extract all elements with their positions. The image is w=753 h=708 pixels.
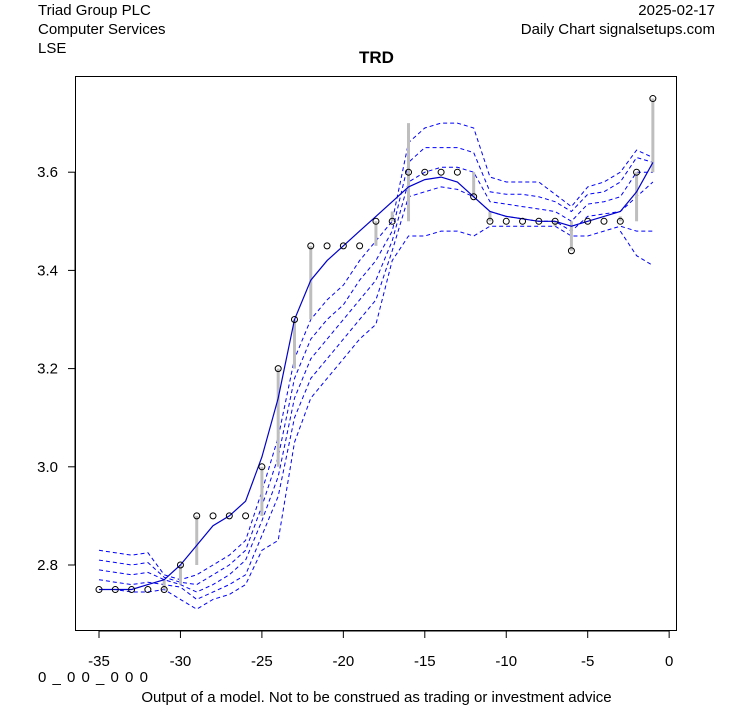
chart-date: 2025-02-17 <box>638 2 715 19</box>
close-point <box>405 168 413 176</box>
close-point <box>111 586 119 594</box>
close-point <box>144 586 152 594</box>
close-point <box>339 242 347 250</box>
close-point <box>258 463 266 471</box>
close-point <box>128 586 136 594</box>
close-point <box>356 242 364 250</box>
close-point <box>437 168 445 176</box>
close-point <box>470 193 478 201</box>
close-point <box>649 95 657 103</box>
close-point <box>535 217 543 225</box>
chart-source: Daily Chart signalsetups.com <box>520 21 715 38</box>
disclaimer: Output of a model. Not to be construed a… <box>141 689 612 706</box>
close-point <box>388 217 396 225</box>
x-tick-label: -30 <box>170 653 192 670</box>
close-point <box>567 247 575 255</box>
footer-code: 0 _ 0 0 _ 0 0 0 <box>38 669 149 686</box>
close-point <box>551 217 559 225</box>
close-point <box>160 586 168 594</box>
close-point <box>421 168 429 176</box>
sector-name: Computer Services <box>38 21 166 38</box>
y-tick-label: 3.2 <box>37 361 58 378</box>
close-point <box>616 217 624 225</box>
x-tick-label: 0 <box>665 653 673 670</box>
x-tick-label: -35 <box>88 653 110 670</box>
header-right: 2025-02-17 Daily Chart signalsetups.com <box>521 1 715 39</box>
x-tick-label: -10 <box>495 653 517 670</box>
x-tick-label: -5 <box>581 653 594 670</box>
series-band_lower_2 <box>99 225 653 610</box>
close-point <box>584 217 592 225</box>
company-name: Triad Group PLC <box>38 2 151 19</box>
y-tick-label: 3.0 <box>37 459 58 476</box>
points-layer <box>95 95 657 594</box>
close-point <box>453 168 461 176</box>
exchange-name: LSE <box>38 40 67 57</box>
bands-layer <box>98 122 654 610</box>
y-tick-label: 2.8 <box>37 557 58 574</box>
close-point <box>486 217 494 225</box>
close-point <box>95 586 103 594</box>
wicks-layer <box>162 98 655 590</box>
close-point <box>209 512 217 520</box>
close-point <box>274 365 282 373</box>
header-left: Triad Group PLC Computer Services LSE <box>38 1 166 58</box>
x-axis: -35 -30 -25 -20 -15 -10 -5 0 <box>88 630 673 670</box>
close-point <box>502 217 510 225</box>
x-tick-label: -25 <box>251 653 273 670</box>
chart-title: TRD <box>359 48 394 67</box>
x-tick-label: -15 <box>414 653 436 670</box>
close-point <box>633 168 641 176</box>
x-tick-label: -20 <box>333 653 355 670</box>
plot-frame <box>75 76 677 631</box>
series-model <box>99 162 654 591</box>
series-band_lower_1 <box>98 181 654 600</box>
close-point <box>372 217 380 225</box>
series-band_lower_3 <box>619 230 654 266</box>
model-layer <box>99 162 654 591</box>
y-tick-label: 3.4 <box>37 262 58 279</box>
series-band_upper_2 <box>98 122 654 581</box>
close-point <box>225 512 233 520</box>
close-point <box>290 316 298 323</box>
close-point <box>307 242 315 250</box>
y-axis: 2.8 3.0 3.2 3.4 3.6 <box>37 164 76 574</box>
close-point <box>193 512 201 520</box>
close-point <box>242 512 250 520</box>
series-band_upper_1 <box>98 147 654 586</box>
close-point <box>600 217 608 225</box>
close-point <box>176 561 184 569</box>
close-point <box>519 217 527 225</box>
close-point <box>323 242 331 250</box>
y-tick-label: 3.6 <box>37 164 58 181</box>
